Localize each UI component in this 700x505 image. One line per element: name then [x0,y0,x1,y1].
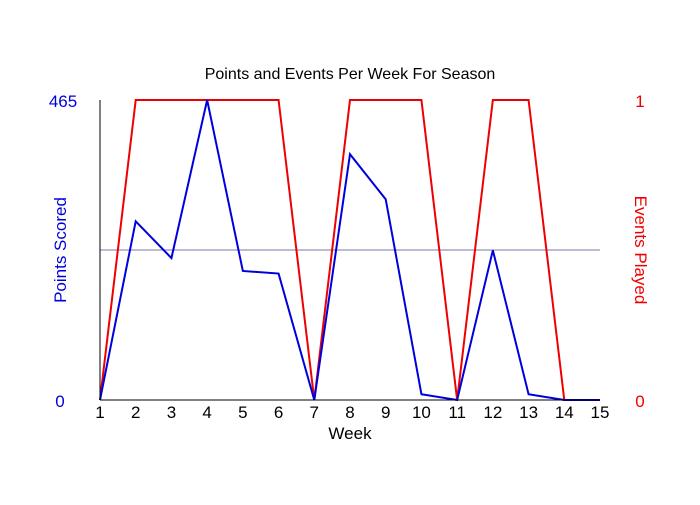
y-right-axis-label: Events Played [631,196,650,305]
x-tick-label: 12 [483,403,502,422]
x-tick-label: 8 [345,403,354,422]
x-tick-label: 6 [274,403,283,422]
x-tick-label: 3 [167,403,176,422]
x-tick-label: 10 [412,403,431,422]
x-tick-label: 11 [448,403,466,422]
x-tick-label: 13 [519,403,538,422]
x-axis-label: Week [328,424,372,443]
x-tick-label: 1 [95,403,104,422]
y-left-tick-bottom: 0 [55,392,64,411]
y-left-tick-top: 465 [49,92,77,111]
x-tick-label: 7 [310,403,319,422]
x-tick-label: 5 [238,403,247,422]
x-tick-label: 4 [202,403,211,422]
x-tick-label: 14 [555,403,574,422]
y-right-tick-bottom: 0 [635,392,644,411]
x-tick-label: 15 [591,403,610,422]
x-tick-label: 2 [131,403,140,422]
y-right-tick-top: 1 [635,92,644,111]
x-tick-label: 9 [381,403,390,422]
chart-title: Points and Events Per Week For Season [205,66,496,83]
y-left-axis-label: Points Scored [51,197,70,303]
